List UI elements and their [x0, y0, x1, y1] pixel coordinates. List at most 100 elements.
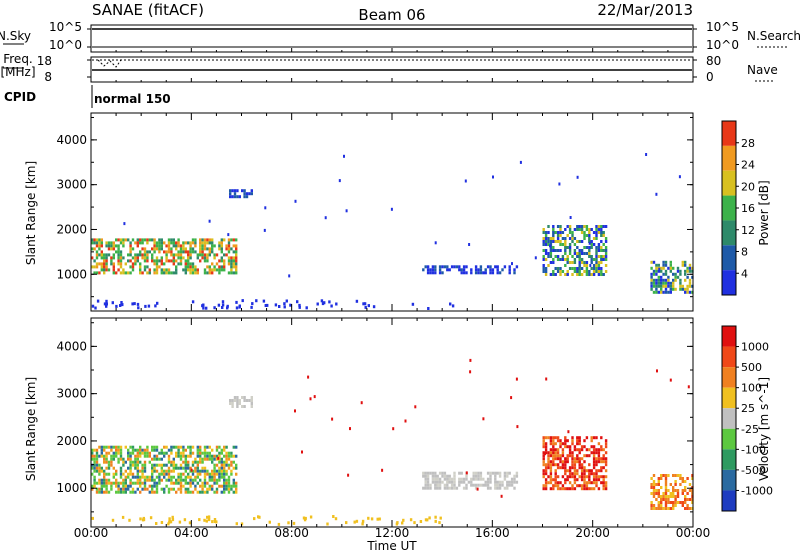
echo-cell: [220, 466, 223, 470]
echo-cell: [163, 451, 166, 455]
velocity-colorbar-segment: [722, 469, 736, 491]
echo-cell: [136, 460, 139, 464]
ground-scatter-cell: [213, 520, 217, 523]
echo-cell: [597, 454, 601, 458]
echo-cell: [220, 469, 223, 473]
echo-cell: [189, 253, 192, 257]
echo-cell: [600, 460, 603, 464]
ground-scatter-cell: [363, 302, 367, 306]
echo-cell: [170, 469, 173, 473]
echo-cell: [213, 457, 216, 461]
echo-cell: [588, 240, 591, 243]
echo-cell: [141, 472, 144, 476]
ground-scatter-cell: [298, 305, 301, 309]
echo-cell: [585, 481, 589, 485]
ground-scatter-cell: [326, 522, 329, 526]
echo-cell: [139, 268, 142, 272]
echo-cell: [206, 490, 209, 494]
echo-cell: [554, 475, 557, 479]
echo-cell: [453, 265, 456, 269]
echo-cell: [684, 489, 687, 492]
echo-cell: [583, 261, 586, 264]
echo-cell: [583, 478, 586, 482]
echo-cell: [229, 399, 232, 402]
echo-cell: [160, 271, 163, 275]
echo-cell: [602, 273, 605, 276]
echo-cell: [119, 457, 123, 461]
echo-cell: [208, 475, 211, 479]
echo-cell: [426, 480, 430, 484]
echo-cell: [248, 399, 251, 402]
echo-cell: [600, 234, 603, 237]
echo-cell: [131, 445, 135, 449]
echo-cell: [112, 256, 115, 260]
echo-cell: [187, 256, 190, 260]
echo-cell: [458, 483, 461, 487]
echo-cell: [199, 478, 202, 482]
velocity-colorbar-tick-label: 100: [741, 382, 762, 395]
echo-cell: [595, 463, 598, 467]
echo-cell: [105, 445, 108, 449]
echo-cell: [199, 457, 202, 461]
echo-cell: [576, 460, 579, 464]
echo-cell: [93, 466, 96, 470]
echo-cell: [501, 483, 504, 487]
echo-cell: [436, 483, 439, 487]
echo-cell: [597, 261, 601, 264]
echo-cell: [660, 486, 663, 489]
echo-cell: [105, 490, 108, 494]
echo-cell: [506, 486, 509, 490]
echo-cell: [129, 457, 132, 461]
echo-cell: [227, 466, 231, 470]
echo-cell: [583, 481, 586, 485]
echo-cell: [235, 463, 238, 467]
echo-cell: [672, 278, 675, 282]
echo-cell: [604, 225, 608, 228]
echo-cell: [215, 472, 219, 476]
echo-cell: [578, 225, 581, 228]
echo-cell: [443, 474, 447, 478]
echo-cell: [100, 244, 103, 248]
echo-cell: [158, 241, 161, 245]
echo-cell: [474, 483, 478, 487]
echo-cell: [660, 281, 663, 285]
echo-cell: [657, 269, 660, 273]
echo-cell: [124, 478, 127, 482]
echo-cell: [167, 466, 171, 470]
echo-cell: [223, 454, 226, 458]
echo-cell: [95, 253, 99, 257]
echo-cell: [143, 460, 147, 464]
echo-cell: [165, 259, 168, 263]
echo-cell: [542, 267, 545, 270]
echo-cell: [559, 466, 562, 470]
echo-cell: [177, 448, 180, 452]
echo-cell: [187, 253, 190, 257]
isolated-echo: [288, 274, 291, 278]
echo-cell: [552, 460, 555, 464]
echo-cell: [588, 481, 591, 485]
echo-cell: [674, 278, 677, 282]
echo-cell: [549, 237, 553, 240]
echo-cell: [549, 442, 553, 446]
echo-cell: [103, 469, 106, 473]
echo-cell: [213, 469, 216, 473]
echo-cell: [657, 492, 660, 495]
echo-cell: [660, 477, 663, 480]
echo-cell: [93, 457, 96, 461]
echo-cell: [163, 475, 166, 479]
echo-cell: [235, 466, 238, 470]
echo-cell: [600, 228, 603, 231]
isolated-echo: [469, 370, 472, 374]
ground-scatter-cell: [372, 305, 376, 309]
echo-cell: [153, 490, 156, 494]
echo-cell: [100, 265, 103, 269]
echo-cell: [129, 478, 132, 482]
echo-cell: [165, 445, 168, 449]
echo-cell: [139, 253, 142, 257]
echo-cell: [573, 243, 577, 246]
echo-cell: [672, 504, 675, 507]
echo-cell: [669, 260, 672, 264]
echo-cell: [552, 442, 555, 446]
echo-cell: [103, 484, 106, 488]
echo-cell: [153, 238, 156, 242]
